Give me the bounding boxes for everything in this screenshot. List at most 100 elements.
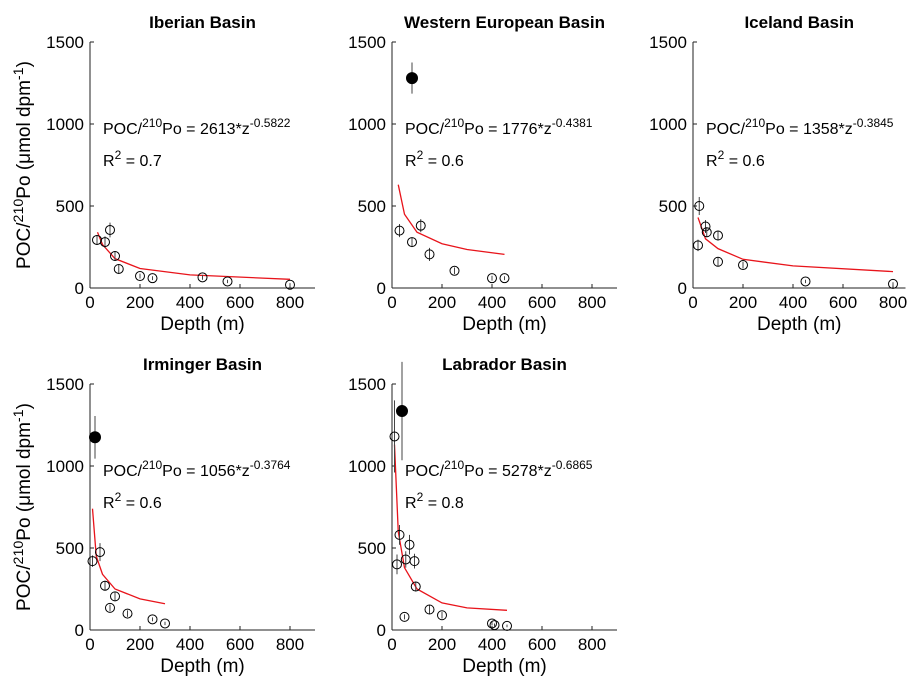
text-part: = 0.6	[121, 495, 162, 512]
y-tick-label: 0	[678, 279, 687, 298]
fit-equation: POC/210Po = 2613*z-0.5822	[103, 116, 291, 138]
y-tick-label: 0	[75, 621, 84, 640]
superscript: -0.3764	[250, 458, 291, 472]
x-tick-label: 200	[428, 293, 456, 312]
outlier-point	[89, 431, 101, 444]
subplot: 0 200 400 600 800 0 500 1000 1500 Iceland Basin De…	[649, 13, 907, 335]
y-tick-label: 0	[75, 279, 84, 298]
fit-equation: POC/210Po = 5278*z-0.6865	[405, 458, 593, 480]
data-point	[147, 273, 158, 284]
superscript: -0.6865	[552, 458, 593, 472]
superscript: 2	[718, 148, 725, 162]
x-tick-label: 400	[478, 293, 506, 312]
y-tick-label: 500	[358, 197, 386, 216]
subplot-title: Iceland Basin	[744, 13, 854, 32]
text-part: = 0.6	[724, 153, 765, 170]
y-tick-label: 0	[377, 621, 386, 640]
fit-curve	[393, 444, 508, 611]
x-tick-label: 0	[85, 293, 94, 312]
superscript: 210	[444, 458, 464, 472]
text-part: Po (μmol dpm	[14, 80, 35, 199]
r-squared: R2 = 0.8	[405, 490, 464, 512]
superscript: 2	[417, 148, 424, 162]
x-tick-label: 800	[578, 635, 606, 654]
data-point	[105, 224, 115, 235]
x-tick-label: 0	[688, 293, 697, 312]
data-point	[415, 220, 426, 231]
data-point	[410, 581, 421, 592]
data-point	[489, 620, 500, 631]
text-part: Po = 1056*z	[162, 463, 250, 480]
data-point	[502, 620, 512, 631]
x-axis-label: Depth (m)	[462, 314, 546, 335]
fit-equation: POC/210Po = 1056*z-0.3764	[103, 458, 291, 480]
superscript: 210	[745, 116, 765, 130]
text-part: Po = 1776*z	[464, 121, 552, 138]
superscript: 2	[417, 490, 424, 504]
data-point	[694, 201, 705, 211]
superscript: -1	[11, 409, 27, 422]
data-point	[399, 611, 410, 622]
data-point	[110, 251, 120, 262]
y-tick-label: 1000	[348, 115, 386, 134]
superscript: 2	[115, 490, 122, 504]
y-tick-label: 500	[56, 197, 84, 216]
data-point	[100, 580, 110, 591]
fit-curve	[397, 184, 505, 256]
y-axis-label: POC/210Po (μmol dpm-1)	[11, 61, 35, 269]
y-tick-label: 1000	[649, 115, 687, 134]
fit-equation: POC/210Po = 1358*z-0.3845	[706, 116, 894, 138]
fit-equation: POC/210Po = 1776*z-0.4381	[405, 116, 593, 138]
data-point	[394, 529, 405, 540]
data-point	[693, 240, 703, 251]
r-squared: R2 = 0.6	[405, 148, 464, 170]
superscript: 210	[142, 458, 162, 472]
data-point	[122, 608, 133, 619]
superscript: 210	[11, 199, 27, 223]
data-point	[92, 234, 102, 245]
text-part: R	[103, 495, 115, 512]
fit-curve	[96, 231, 291, 280]
subplot-title: Western European Basin	[404, 13, 605, 32]
x-tick-label: 200	[126, 635, 154, 654]
data-point	[487, 273, 497, 284]
y-tick-label: 1000	[348, 457, 386, 476]
subplot: 0 200 400 600 800 0 500 1000 1500 Irminger Basin D…	[11, 355, 315, 677]
data-point	[105, 602, 115, 613]
y-tick-label: 1500	[46, 33, 84, 52]
x-tick-label: 800	[578, 293, 606, 312]
y-tick-label: 1500	[348, 33, 386, 52]
data-point	[407, 237, 417, 248]
text-part: R	[405, 153, 417, 170]
data-point	[713, 230, 723, 241]
data-point	[499, 273, 510, 284]
data-point	[888, 278, 898, 289]
subplot: 0 200 400 600 800 0 500 1000 1500 Western Europea…	[348, 13, 617, 335]
x-axis-label: Depth (m)	[160, 656, 244, 677]
data-point	[197, 272, 208, 283]
text-part: POC/	[706, 121, 746, 138]
superscript: -0.5822	[250, 116, 291, 130]
superscript: -1	[11, 67, 27, 80]
data-point	[738, 260, 748, 271]
text-part: = 0.6	[423, 153, 464, 170]
x-tick-label: 0	[85, 635, 94, 654]
data-point	[113, 263, 124, 274]
y-tick-label: 1000	[46, 457, 84, 476]
superscript: 210	[444, 116, 464, 130]
data-point	[392, 559, 402, 570]
text-part: POC/	[405, 121, 445, 138]
outlier-point	[396, 405, 408, 418]
data-point	[110, 591, 120, 602]
data-point	[147, 614, 158, 625]
x-axis-label: Depth (m)	[160, 314, 244, 335]
x-tick-label: 800	[276, 293, 304, 312]
text-part: Po = 2613*z	[162, 121, 250, 138]
x-tick-label: 200	[729, 293, 757, 312]
data-point	[424, 604, 435, 615]
x-tick-label: 200	[126, 293, 154, 312]
text-part: Po = 1358*z	[765, 121, 853, 138]
x-tick-label: 400	[176, 293, 204, 312]
x-tick-label: 400	[779, 293, 807, 312]
superscript: 2	[115, 148, 122, 162]
